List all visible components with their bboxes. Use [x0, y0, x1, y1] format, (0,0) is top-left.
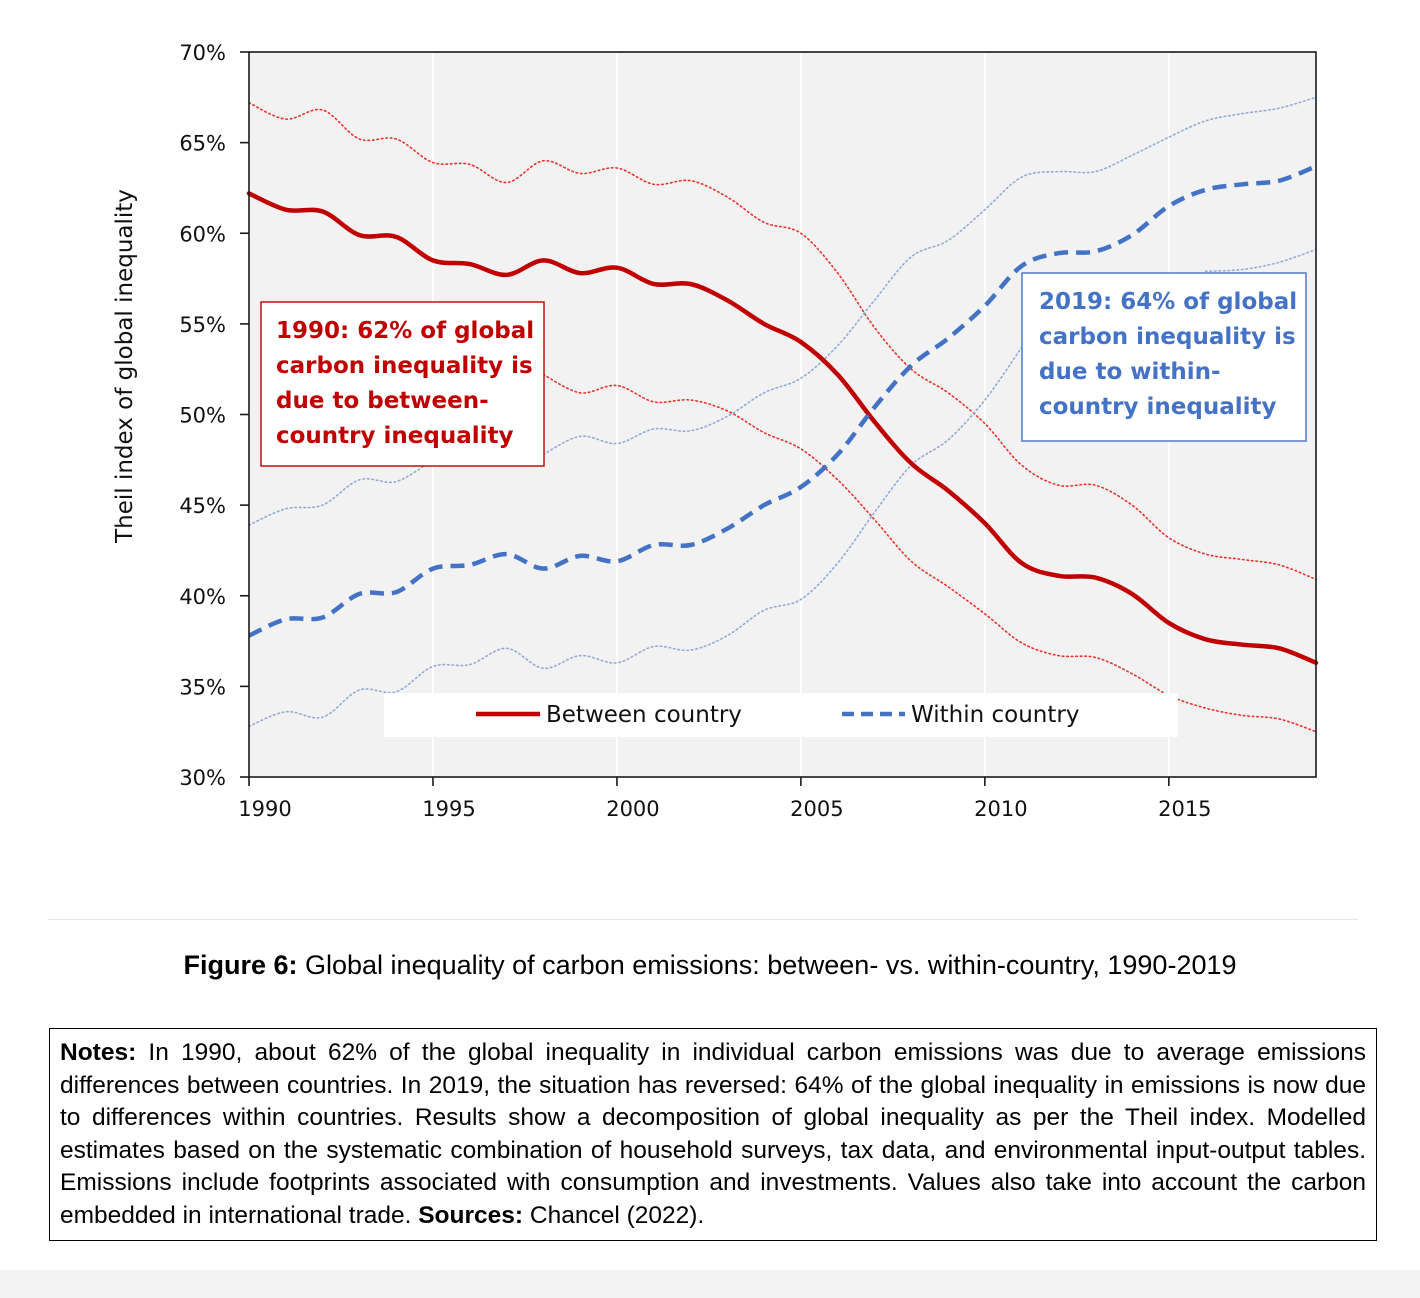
annotation-text-line: country inequality [1039, 394, 1277, 420]
x-tick-label: 2015 [1158, 797, 1211, 821]
bound-line-4 [248, 96, 1317, 526]
notes-box: Notes: In 1990, about 62% of the global … [49, 1028, 1377, 1241]
caption-label: Figure 6: [183, 950, 298, 980]
y-tick-label: 45% [179, 494, 226, 518]
annotation-text-line: carbon inequality is [1039, 324, 1296, 350]
separator-line [48, 919, 1358, 920]
y-axis-label: Theil index of global inequality [112, 189, 138, 544]
legend: Between country Within country [384, 693, 1178, 737]
uncertainty-bounds [248, 96, 1317, 733]
y-tick-label: 35% [179, 675, 226, 699]
y-tick-label: 50% [179, 404, 226, 428]
caption-text: Global inequality of carbon emissions: b… [297, 950, 1237, 980]
bound-line-5 [248, 248, 1317, 728]
annotation-box [260, 301, 545, 467]
series-lines [246, 164, 1319, 666]
y-tick-label: 30% [179, 766, 226, 790]
annotation-text-line: due to between- [276, 388, 489, 414]
annotation-within-country: 2019: 64% of global carbon inequality is d… [1021, 272, 1307, 442]
figure-caption: Figure 6: Global inequality of carbon em… [60, 950, 1360, 981]
bottom-band [0, 1270, 1420, 1298]
y-tick-label: 65% [179, 132, 226, 156]
annotation-box [1021, 272, 1307, 442]
annotation-text-line: due to within- [1039, 359, 1221, 385]
x-tick-label: 2010 [974, 797, 1027, 821]
y-tick-label: 70% [179, 41, 226, 65]
y-tick-label: 60% [179, 222, 226, 246]
sources-text: Chancel (2022). [523, 1201, 705, 1229]
chart: 30% 35% 40% 45% 50% 55% 60% 65% 70% 1990 1995 2000… [112, 41, 1319, 821]
bound-line-3 [542, 373, 1317, 733]
series-line-within-country [248, 164, 1317, 638]
annotation-text-line: carbon inequality is [276, 353, 533, 379]
x-tick-label: 2000 [606, 797, 659, 821]
bound-line-2 [248, 102, 1317, 581]
annotation-text-line: 1990: 62% of global [276, 318, 534, 344]
notes-label: Notes: [60, 1039, 137, 1066]
x-tick-label: 2005 [790, 797, 843, 821]
legend-label-between-country: Between country [546, 702, 742, 728]
annotation-text-line: country inequality [276, 423, 514, 449]
y-tick-label: 55% [179, 313, 226, 337]
x-tick-label: 1995 [422, 797, 475, 821]
annotation-text-line: 2019: 64% of global [1039, 289, 1297, 315]
legend-label-within-country: Within country [911, 702, 1079, 728]
x-tick-labels: 1990 1995 2000 2005 2010 2015 [238, 797, 1211, 821]
x-tick-label: 1990 [238, 797, 291, 821]
series-line-between-country [246, 191, 1319, 666]
sources-label: Sources: [418, 1201, 524, 1229]
notes-text: In 1990, about 62% of the global inequal… [60, 1039, 1366, 1229]
axes [240, 51, 1317, 786]
annotation-between-country: 1990: 62% of global carbon inequality is d… [260, 301, 545, 467]
y-tick-label: 40% [179, 585, 226, 609]
y-tick-labels: 30% 35% 40% 45% 50% 55% 60% 65% 70% [179, 41, 226, 790]
